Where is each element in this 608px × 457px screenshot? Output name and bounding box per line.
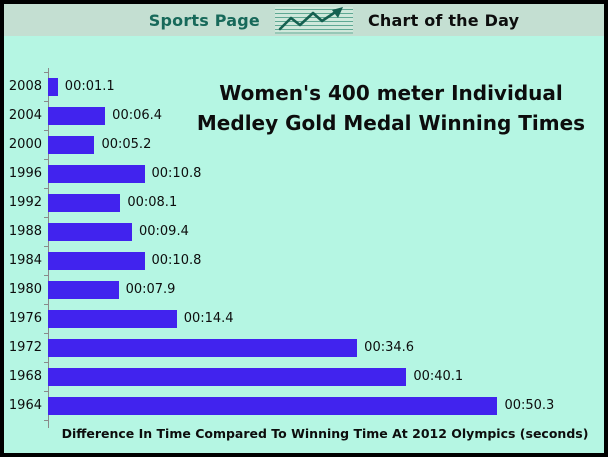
value-label: 00:40.1 bbox=[413, 369, 464, 384]
bar-track: 00:06.4 bbox=[48, 101, 602, 130]
bar-track: 00:07.9 bbox=[48, 275, 602, 304]
year-label: 2004 bbox=[8, 108, 42, 123]
x-axis-label: Difference In Time Compared To Winning T… bbox=[61, 426, 589, 441]
y-axis-ticks bbox=[44, 72, 48, 421]
bar-track: 00:40.1 bbox=[48, 362, 602, 391]
bar bbox=[48, 396, 498, 415]
bar-row: 2004 00:06.4 bbox=[4, 101, 602, 130]
bar-track: 00:14.4 bbox=[48, 304, 602, 333]
chart-of-the-day-label: Chart of the Day bbox=[367, 10, 520, 30]
year-label: 1964 bbox=[8, 398, 42, 413]
value-label: 00:34.6 bbox=[364, 340, 415, 355]
year-label: 1976 bbox=[8, 311, 42, 326]
bar bbox=[48, 164, 145, 183]
bar-track: 00:10.8 bbox=[48, 246, 602, 275]
year-label: 2000 bbox=[8, 137, 42, 152]
bar-track: 00:01.1 bbox=[48, 72, 602, 101]
year-label: 1988 bbox=[8, 224, 42, 239]
year-label: 2008 bbox=[8, 79, 42, 94]
bar-row: 1972 00:34.6 bbox=[4, 333, 602, 362]
bar-row: 1992 00:08.1 bbox=[4, 188, 602, 217]
bar-track: 00:05.2 bbox=[48, 130, 602, 159]
bar bbox=[48, 106, 106, 125]
sports-page-label: Sports Page bbox=[148, 10, 260, 30]
bar-row: 1964 00:50.3 bbox=[4, 391, 602, 420]
year-label: 1968 bbox=[8, 369, 42, 384]
bar bbox=[48, 309, 177, 328]
y-axis-line bbox=[48, 68, 49, 428]
bar bbox=[48, 280, 119, 299]
bar bbox=[48, 77, 58, 96]
value-label: 00:05.2 bbox=[101, 137, 152, 152]
bar-track: 00:08.1 bbox=[48, 188, 602, 217]
value-label: 00:06.4 bbox=[112, 108, 163, 123]
bar-row: 2008 00:01.1 bbox=[4, 72, 602, 101]
header-bar: Sports Page Chart of the Day bbox=[4, 4, 604, 36]
bar-row: 1984 00:10.8 bbox=[4, 246, 602, 275]
year-label: 1984 bbox=[8, 253, 42, 268]
value-label: 00:10.8 bbox=[151, 253, 202, 268]
bar bbox=[48, 222, 132, 241]
bar-row: 1976 00:14.4 bbox=[4, 304, 602, 333]
bar-row: 1996 00:10.8 bbox=[4, 159, 602, 188]
value-label: 00:07.9 bbox=[125, 282, 176, 297]
bar-row: 2000 00:05.2 bbox=[4, 130, 602, 159]
bar-track: 00:09.4 bbox=[48, 217, 602, 246]
bar-track: 00:34.6 bbox=[48, 333, 602, 362]
value-label: 00:14.4 bbox=[183, 311, 234, 326]
year-label: 1980 bbox=[8, 282, 42, 297]
bar-row: 1988 00:09.4 bbox=[4, 217, 602, 246]
value-label: 00:10.8 bbox=[151, 166, 202, 181]
bar bbox=[48, 251, 145, 270]
chart-area: Women's 400 meter Individual Medley Gold… bbox=[4, 36, 604, 453]
value-label: 00:09.4 bbox=[138, 224, 189, 239]
bar bbox=[48, 338, 358, 357]
bar-row: 1968 00:40.1 bbox=[4, 362, 602, 391]
value-label: 00:50.3 bbox=[504, 398, 555, 413]
bar-track: 00:10.8 bbox=[48, 159, 602, 188]
bar-rows: 2008 00:01.1 2004 00:06.4 2000 00:05.2 1996 00:… bbox=[4, 72, 602, 420]
year-label: 1996 bbox=[8, 166, 42, 181]
bar bbox=[48, 193, 121, 212]
bar bbox=[48, 135, 95, 154]
year-label: 1972 bbox=[8, 340, 42, 355]
bar bbox=[48, 367, 407, 386]
bar-row: 1980 00:07.9 bbox=[4, 275, 602, 304]
chart-title: Women's 400 meter Individual Medley Gold… bbox=[196, 81, 586, 135]
bar-track: 00:50.3 bbox=[48, 391, 602, 420]
value-label: 00:01.1 bbox=[64, 79, 115, 94]
year-label: 1992 bbox=[8, 195, 42, 210]
value-label: 00:08.1 bbox=[127, 195, 178, 210]
line-chart-icon bbox=[274, 6, 353, 34]
